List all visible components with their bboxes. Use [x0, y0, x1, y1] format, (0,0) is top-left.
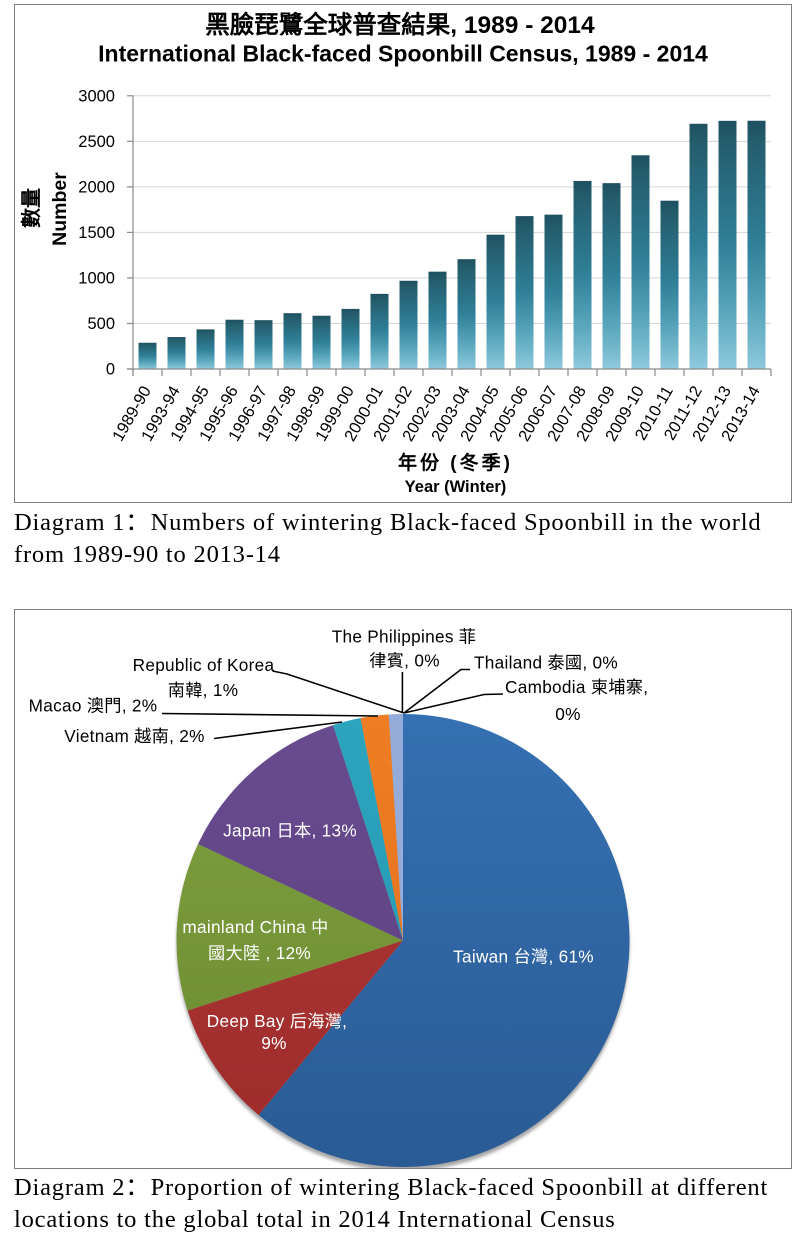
- svg-text:Number: Number: [49, 172, 71, 246]
- svg-text:Macao 澳門, 2%: Macao 澳門, 2%: [29, 696, 158, 716]
- svg-text:3000: 3000: [78, 87, 115, 105]
- svg-text:Year (Winter): Year (Winter): [405, 478, 507, 496]
- svg-text:Republic of Korea: Republic of Korea: [133, 655, 275, 675]
- svg-text:Japan 日本, 13%: Japan 日本, 13%: [223, 821, 357, 841]
- svg-text:南韓, 1%: 南韓, 1%: [168, 680, 239, 700]
- svg-text:0%: 0%: [555, 704, 580, 724]
- svg-text:mainland China 中: mainland China 中: [182, 917, 328, 937]
- svg-text:The Philippines 菲: The Philippines 菲: [332, 627, 477, 647]
- svg-text:500: 500: [87, 315, 115, 333]
- svg-text:律賓, 0%: 律賓, 0%: [369, 651, 440, 671]
- svg-text:1500: 1500: [78, 224, 115, 242]
- svg-text:Cambodia 柬埔寨,: Cambodia 柬埔寨,: [505, 677, 648, 697]
- svg-text:1000: 1000: [78, 269, 115, 287]
- svg-text:0: 0: [106, 361, 115, 379]
- svg-text:9%: 9%: [261, 1033, 286, 1053]
- svg-text:International Black-faced Spoo: International Black-faced Spoonbill Cens…: [98, 41, 708, 67]
- svg-text:Vietnam 越南, 2%: Vietnam 越南, 2%: [64, 726, 204, 746]
- svg-text:2000: 2000: [78, 178, 115, 196]
- svg-text:數量: 數量: [20, 188, 43, 228]
- svg-text:Taiwan 台灣, 61%: Taiwan 台灣, 61%: [453, 947, 594, 967]
- svg-text:國大陸 , 12%: 國大陸 , 12%: [208, 943, 311, 963]
- svg-text:年份 (冬季): 年份 (冬季): [398, 451, 513, 474]
- svg-text:Thailand 泰國, 0%: Thailand 泰國, 0%: [474, 653, 618, 673]
- svg-text:黑臉琵鷺全球普查結果, 1989 - 2014: 黑臉琵鷺全球普查結果, 1989 - 2014: [205, 10, 595, 39]
- svg-text:2500: 2500: [78, 133, 115, 151]
- svg-text:Deep Bay 后海灣,: Deep Bay 后海灣,: [207, 1011, 348, 1031]
